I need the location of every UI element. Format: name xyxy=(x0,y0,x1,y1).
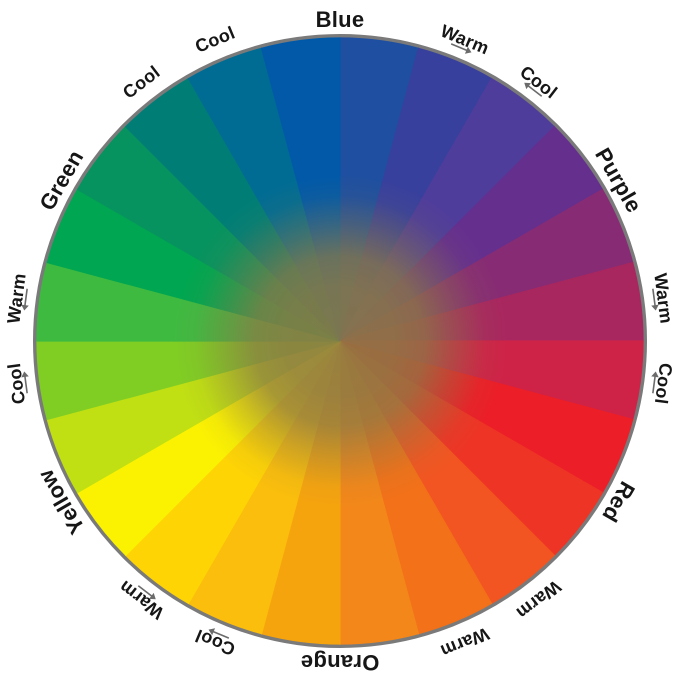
svg-text:Cool: Cool xyxy=(192,625,238,659)
svg-text:Orange: Orange xyxy=(301,650,380,675)
svg-text:Blue: Blue xyxy=(316,7,365,32)
svg-text:Cool: Cool xyxy=(192,22,238,56)
